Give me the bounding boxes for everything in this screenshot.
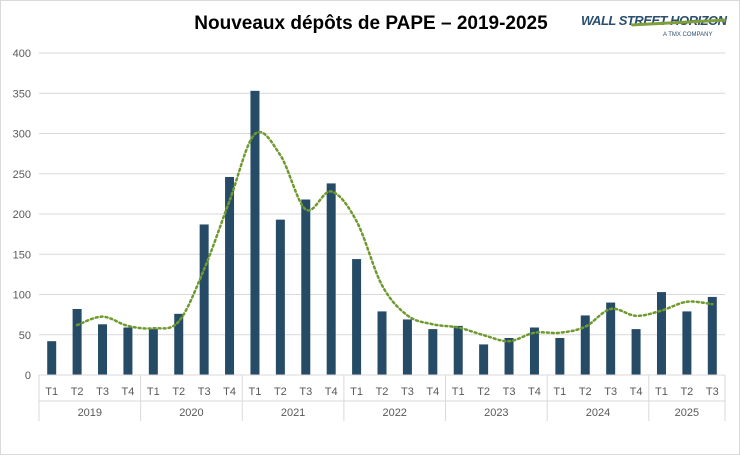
x-tick-label: T3 (401, 386, 414, 398)
trend-line (75, 130, 714, 343)
bar (402, 319, 412, 375)
x-tick-label: T4 (426, 386, 439, 398)
year-label: 2025 (675, 407, 699, 419)
bar (98, 324, 108, 375)
bar (225, 176, 235, 375)
x-tick-label: T1 (350, 386, 363, 398)
x-tick-label: T3 (503, 386, 516, 398)
bar (428, 329, 438, 375)
x-tick-label: T3 (604, 386, 617, 398)
bar (250, 90, 260, 376)
x-tick-label: T3 (96, 386, 109, 398)
x-tick-label: T2 (680, 386, 693, 398)
bar (352, 259, 362, 375)
x-tick-label: T1 (249, 386, 262, 398)
bar (529, 327, 539, 375)
x-tick-label: T4 (122, 386, 135, 398)
bar (47, 341, 57, 375)
y-tick-label: 50 (19, 330, 31, 342)
year-label: 2022 (382, 407, 406, 419)
x-tick-label: T1 (553, 386, 566, 398)
x-tick-label: T4 (223, 386, 236, 398)
bar (479, 344, 489, 375)
x-tick-label: T2 (579, 386, 592, 398)
year-label: 2023 (484, 407, 508, 419)
y-tick-label: 300 (13, 129, 31, 141)
x-tick-label: T4 (528, 386, 541, 398)
x-tick-label: T4 (325, 386, 338, 398)
x-tick-label: T2 (274, 386, 287, 398)
year-label: 2024 (586, 407, 610, 419)
bar (656, 292, 666, 375)
y-tick-label: 100 (13, 290, 31, 302)
bar (301, 199, 311, 375)
wall-street-horizon-logo: WALL STREET HORIZON A TMX COMPANY (581, 13, 731, 47)
x-tick-label: T3 (198, 386, 211, 398)
x-tick-label: T2 (71, 386, 84, 398)
bar (453, 325, 463, 375)
bar (377, 311, 387, 375)
x-tick-label: T1 (147, 386, 160, 398)
bar (148, 329, 158, 375)
chart-title: Nouveaux dépôts de PAPE – 2019-2025 (194, 13, 548, 34)
bar (707, 296, 717, 375)
x-tick-label: T1 (452, 386, 465, 398)
bar (504, 337, 514, 375)
x-tick-label: T3 (706, 386, 719, 398)
y-tick-label: 150 (13, 249, 31, 261)
logo-tagline: A TMX COMPANY (663, 32, 713, 38)
bar (555, 337, 565, 375)
bar (174, 313, 184, 375)
bar (275, 219, 285, 375)
logo-wordmark: WALL STREET HORIZON (581, 13, 727, 28)
bar (682, 311, 692, 375)
year-label: 2019 (78, 407, 102, 419)
bar (123, 327, 133, 375)
bar (326, 183, 336, 375)
x-tick-label: T1 (655, 386, 668, 398)
x-tick-label: T2 (477, 386, 490, 398)
y-tick-label: 250 (13, 169, 31, 181)
bar (606, 302, 616, 375)
x-tick-label: T3 (299, 386, 312, 398)
y-tick-label: 350 (13, 88, 31, 100)
y-tick-label: 0 (25, 370, 31, 382)
x-tick-label: T1 (45, 386, 58, 398)
x-tick-label: T2 (172, 386, 185, 398)
year-label: 2021 (281, 407, 305, 419)
x-tick-label: T4 (630, 386, 643, 398)
x-tick-label: T2 (376, 386, 389, 398)
y-tick-label: 200 (13, 209, 31, 221)
y-tick-label: 400 (13, 48, 31, 60)
bar (631, 329, 641, 375)
year-label: 2020 (179, 407, 203, 419)
bar (199, 224, 209, 375)
bar (580, 315, 590, 375)
bar (72, 308, 82, 375)
